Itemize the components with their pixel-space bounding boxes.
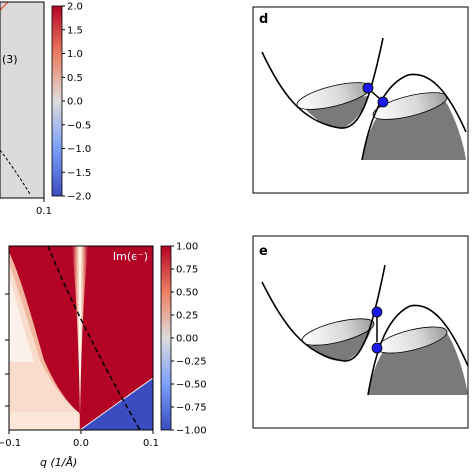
bottom-x-axis-label: q (1/Å) bbox=[40, 456, 77, 469]
panel-d-dot-upper bbox=[362, 82, 374, 94]
top-colorbar-tick-label: 1.5 bbox=[67, 25, 83, 36]
panel-e-right-parabola bbox=[367, 304, 469, 396]
bottom-colorbar-tick-label: −0.50 bbox=[176, 380, 207, 391]
top-x-tick-label: 0.1 bbox=[36, 206, 52, 217]
panel-e-dot-upper bbox=[371, 306, 383, 318]
top-colorbar-bar bbox=[51, 5, 63, 197]
bottom-colorbar-tick-label: 0.25 bbox=[176, 311, 198, 322]
top-colorbar-ticks: 2.0 1.5 1.0 0.5 0.0 −0.5 −1.0 −1.5 −2.0 bbox=[62, 2, 91, 203]
top-colorbar-tick-label: −2.0 bbox=[67, 192, 91, 203]
bottom-dashed-curve bbox=[47, 246, 141, 430]
panel-d-arrow bbox=[370, 90, 381, 100]
bottom-x-tick-label: 0.1 bbox=[143, 438, 159, 449]
bottom-spike bbox=[72, 246, 88, 414]
bottom-lower-band bbox=[9, 412, 79, 430]
top-colorbar-tick-label: −0.5 bbox=[67, 120, 91, 131]
bottom-colorbar-tick-label: −0.25 bbox=[176, 357, 207, 368]
bottom-heatmap: Im(ϵ⁻) −0.1 0.0 0.1 q (1/Å) bbox=[0, 245, 159, 469]
bottom-colorbar-ticks: 1.00 0.75 0.50 0.25 0.00 −0.25 −0.50 −0.75 −1.00 bbox=[171, 242, 207, 437]
panel-e-dot-lower bbox=[371, 342, 383, 354]
top-colorbar-tick-label: 2.0 bbox=[67, 2, 83, 13]
top-colorbar-tick-label: −1.5 bbox=[67, 168, 91, 179]
panel-d-label: d bbox=[259, 12, 268, 27]
top-heatmap: (3) 0.1 bbox=[0, 1, 52, 217]
bottom-colorbar-tick-label: 0.75 bbox=[176, 265, 198, 276]
top-plot-frame bbox=[0, 1, 45, 199]
panel-e-left-parabola bbox=[261, 264, 386, 362]
bottom-colorbar-tick-label: 0.00 bbox=[176, 334, 198, 345]
top-colorbar-tick-label: 0.0 bbox=[67, 97, 83, 108]
panel-e-label: e bbox=[259, 244, 268, 259]
bottom-white-wedge bbox=[9, 275, 34, 362]
panel-d: d bbox=[252, 6, 469, 194]
top-plot-label: (3) bbox=[2, 53, 18, 66]
bottom-x-tick-label: 0.0 bbox=[73, 438, 89, 449]
bottom-colorbar-tick-label: −1.00 bbox=[176, 426, 207, 437]
panel-e: e bbox=[252, 235, 469, 429]
panel-d-dot-lower bbox=[377, 96, 389, 108]
bottom-boundary bbox=[79, 377, 153, 430]
top-colorbar-tick-label: 0.5 bbox=[67, 73, 83, 84]
top-colorbar-tick-label: −1.0 bbox=[67, 144, 91, 155]
top-red-contour bbox=[0, 2, 9, 11]
top-colorbar: 2.0 1.5 1.0 0.5 0.0 −0.5 −1.0 −1.5 −2.0 bbox=[51, 2, 91, 203]
panel-d-right-parabola bbox=[361, 73, 467, 161]
bottom-light-wedge bbox=[9, 262, 78, 412]
bottom-x-tick-label: −0.1 bbox=[0, 438, 21, 449]
top-colorbar-tick-label: 1.0 bbox=[67, 49, 83, 60]
bottom-colorbar: 1.00 0.75 0.50 0.25 0.00 −0.25 −0.50 −0.75 −1.00 bbox=[160, 242, 207, 437]
bottom-plot-title: Im(ϵ⁻) bbox=[113, 250, 148, 263]
top-heatmap-area bbox=[0, 2, 44, 198]
bottom-colorbar-tick-label: −0.75 bbox=[176, 403, 207, 414]
bottom-colorbar-bar bbox=[160, 245, 172, 431]
bottom-colorbar-tick-label: 1.00 bbox=[176, 242, 198, 253]
bottom-colorbar-tick-label: 0.50 bbox=[176, 288, 198, 299]
